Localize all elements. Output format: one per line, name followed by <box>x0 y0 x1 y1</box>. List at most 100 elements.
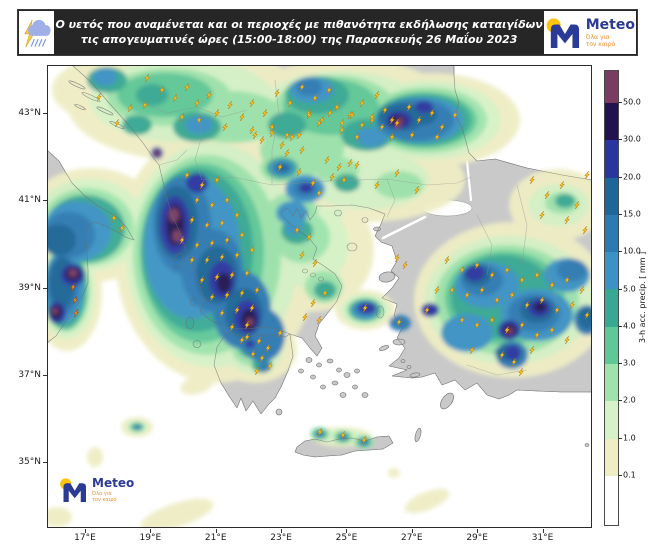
y-axis-label: 35°N <box>18 457 41 468</box>
lightning-bolt-icon <box>249 99 255 108</box>
lightning-bolt-icon <box>244 333 250 342</box>
lightning-bolt-icon <box>244 269 250 278</box>
lightning-bolt-icon <box>279 141 285 150</box>
colorbar-tick <box>618 475 622 476</box>
lightning-bolt-icon <box>227 101 233 110</box>
lightning-bolt-icon <box>327 109 333 118</box>
colorbar-segment <box>605 326 618 365</box>
lightning-bolt-icon <box>459 266 465 275</box>
lightning-bolt-icon <box>504 326 510 335</box>
lightning-bolt-icon <box>206 91 212 100</box>
lightning-bolt-icon <box>324 156 330 165</box>
meteo-tagline-line1: Όλα για <box>585 33 610 41</box>
lightning-bolt-icon <box>359 99 365 108</box>
lightning-bolt-icon <box>499 351 505 360</box>
lightning-bolt-icon <box>184 83 190 92</box>
colorbar-segment <box>605 252 618 290</box>
lightning-bolt-icon <box>374 181 380 190</box>
lightning-bolt-icon <box>529 346 535 355</box>
lightning-bolt-icon <box>296 168 302 177</box>
axis-tick <box>43 462 47 464</box>
meteo-logo-top: Meteo Όλα για τον καιρό <box>543 11 636 54</box>
colorbar-segment <box>605 103 618 141</box>
lightning-bolt-icon <box>289 133 295 142</box>
lightning-bolt-icon <box>199 276 205 285</box>
lightning-bolt-icon <box>204 221 210 230</box>
lightning-bolt-icon <box>464 291 470 300</box>
dardanelles-strait <box>381 215 427 240</box>
lightning-bolt-icon <box>224 236 230 245</box>
lightning-bolt-icon <box>584 171 590 180</box>
axis-tick <box>43 287 47 289</box>
colorbar-segment <box>605 475 618 525</box>
lightning-bolt-icon <box>277 163 283 172</box>
lightning-bolt-icon <box>70 283 76 292</box>
lightning-bolt-icon <box>369 113 375 122</box>
lightning-bolt-icon <box>296 131 302 140</box>
colorbar-tick-label: 4.0 <box>623 321 636 331</box>
lightning-bolt-icon <box>474 321 480 330</box>
lightning-bolt-icon <box>312 259 318 268</box>
lightning-bolt-icon <box>439 123 445 132</box>
lightning-bolt-icon <box>284 131 290 140</box>
lightning-bolt-icon <box>209 239 215 248</box>
lightning-bolt-icon <box>518 368 524 377</box>
lightning-bolt-icon <box>204 256 210 265</box>
lightning-bolt-icon <box>142 101 148 110</box>
storm-cloud-rain-icon <box>24 19 51 47</box>
map-canvas <box>47 65 592 528</box>
lightning-bolt-icon <box>396 318 402 327</box>
lightning-bolt-icon <box>179 236 185 245</box>
colorbar <box>604 70 619 526</box>
meteo-m-icon <box>546 17 579 48</box>
lightning-bolt-icon <box>574 201 580 210</box>
lightning-bolt-icon <box>111 214 117 223</box>
x-axis-label: 21°E <box>204 533 227 543</box>
banner-title-line2: τις απογευματινές ώρες (15:00-18:00) της… <box>80 32 518 46</box>
lightning-bolt-icon <box>209 293 215 302</box>
lightning-bolt-icon <box>249 304 255 313</box>
banner-title: Ο υετός που αναμένεται και οι περιοχές μ… <box>55 10 542 55</box>
lightning-bolt-icon <box>409 131 415 140</box>
colorbar-tick-label: 15.0 <box>623 209 641 219</box>
lightning-bolt-icon <box>239 336 245 345</box>
axis-tick <box>411 529 413 533</box>
lightning-bolt-icon <box>444 256 450 265</box>
lightning-bolt-icon <box>469 346 475 355</box>
lightning-bolt-icon <box>312 94 318 103</box>
lightning-bolt-icon <box>347 159 353 168</box>
lightning-bolt-icon <box>214 109 220 118</box>
lightning-bolt-icon <box>341 176 347 185</box>
meteo-tagline-line2: τον καιρό <box>585 40 616 48</box>
lightning-bolt-icon <box>534 331 540 340</box>
lightning-bolt-icon <box>316 316 322 325</box>
lightning-bolt-icon <box>214 273 220 282</box>
axis-tick <box>43 113 47 114</box>
lightning-bolt-icon <box>449 286 455 295</box>
lightning-bolt-icon <box>250 350 256 359</box>
lightning-bolt-icon <box>229 323 235 332</box>
lightning-bolt-icon <box>434 286 440 295</box>
lightning-bolt-icon <box>362 304 368 313</box>
lightning-bolt-icon <box>194 241 200 250</box>
lightning-bolt-icon <box>194 196 200 205</box>
lightning-bolt-icon <box>114 119 120 128</box>
colorbar-tick-label: 30.0 <box>623 134 641 144</box>
colorbar-segment <box>605 401 618 439</box>
lightning-bolt-icon <box>559 181 565 190</box>
lightning-bolt-icon <box>310 299 316 308</box>
lightning-bolt-icon <box>310 179 316 188</box>
lightning-bolt-icon <box>184 171 190 180</box>
banner-title-line1: Ο υετός που αναμένεται και οι περιοχές μ… <box>55 18 543 31</box>
lightning-bolt-icon <box>259 136 265 145</box>
lightning-bolt-icon <box>406 103 412 112</box>
lightning-bolt-icon <box>369 116 375 125</box>
lightning-bolt-icon <box>127 104 133 113</box>
lightning-bolt-icon <box>302 313 308 322</box>
lightning-bolt-icon <box>219 219 225 228</box>
colorbar-tick <box>618 251 622 253</box>
lightning-bolt-icon <box>339 126 345 135</box>
lightning-bolt-icon <box>299 146 305 155</box>
lightning-bolt-icon <box>359 121 365 130</box>
